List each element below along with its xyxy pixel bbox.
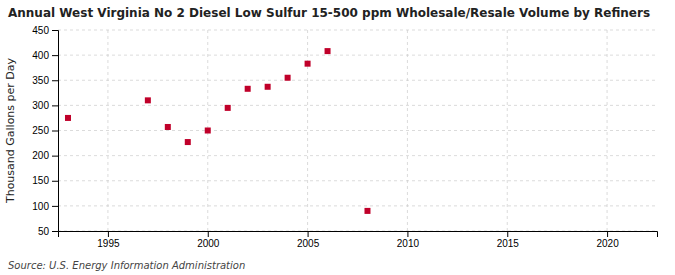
y-axis-title: Thousand Gallons per Day bbox=[4, 57, 17, 204]
x-tick: 1995 bbox=[97, 231, 120, 249]
x-tick-label: 2010 bbox=[397, 238, 420, 249]
y-grid-line bbox=[58, 180, 657, 181]
plot: 1995 2000 2005 2010 2015 2020 50 100 150 200 250 30… bbox=[32, 25, 657, 249]
y-tick-label: 350 bbox=[32, 75, 49, 86]
point bbox=[325, 48, 331, 54]
y-grid-line bbox=[58, 30, 657, 31]
y-tick-mark bbox=[52, 55, 58, 56]
y-tick-mark bbox=[52, 181, 58, 182]
y-tick-mark bbox=[52, 231, 58, 232]
y-tick-label: 150 bbox=[32, 175, 49, 186]
chart: 1995 2000 2005 2010 2015 2020 50 100 150 200 250 30… bbox=[0, 0, 675, 275]
x-tick: 2000 bbox=[197, 231, 220, 249]
y-grid-line bbox=[58, 130, 657, 131]
point bbox=[265, 84, 271, 90]
x-axis: 1995 2000 2005 2010 2015 2020 bbox=[59, 231, 658, 249]
points bbox=[65, 48, 371, 214]
x-tick-mark bbox=[208, 231, 209, 237]
x-tick-label: 2020 bbox=[596, 238, 619, 249]
y-tick-mark bbox=[52, 30, 58, 31]
x-tick-label: 2015 bbox=[497, 238, 520, 249]
y-grid-line bbox=[58, 55, 657, 56]
y-tick: 300 bbox=[32, 100, 58, 111]
y-tick: 100 bbox=[32, 201, 58, 212]
x-tick-mark bbox=[407, 231, 408, 237]
y-axis: 50 100 150 200 250 300 350 400 450 bbox=[32, 25, 58, 237]
x-grid-line bbox=[307, 30, 308, 231]
y-tick: 150 bbox=[32, 175, 58, 186]
y-tick-mark bbox=[52, 131, 58, 132]
x-tick: 2010 bbox=[397, 231, 420, 249]
y-tick-label: 100 bbox=[32, 201, 49, 212]
y-tick-mark bbox=[52, 80, 58, 81]
y-axis-line bbox=[52, 31, 59, 232]
x-axis-line bbox=[59, 232, 658, 238]
y-tick-mark bbox=[52, 206, 58, 207]
y-grid-line bbox=[58, 205, 657, 206]
source-note: Source: U.S. Energy Information Administ… bbox=[8, 260, 245, 271]
x-tick: 2005 bbox=[297, 231, 320, 249]
point bbox=[285, 75, 291, 81]
point bbox=[145, 97, 151, 103]
point bbox=[305, 61, 311, 67]
x-tick-mark bbox=[607, 231, 608, 237]
y-tick-label: 50 bbox=[38, 226, 50, 237]
title: Annual West Virginia No 2 Diesel Low Sul… bbox=[8, 6, 650, 20]
y-tick-label: 200 bbox=[32, 150, 49, 161]
x-tick: 2015 bbox=[497, 231, 520, 249]
x-tick-mark bbox=[108, 231, 109, 237]
y-tick: 350 bbox=[32, 75, 58, 86]
x-tick-mark bbox=[308, 231, 309, 237]
x-tick-label: 1995 bbox=[97, 238, 120, 249]
y-tick-mark bbox=[52, 105, 58, 106]
point bbox=[225, 105, 231, 111]
point bbox=[65, 115, 71, 121]
point bbox=[205, 128, 211, 134]
point bbox=[245, 86, 251, 92]
y-tick: 400 bbox=[32, 50, 58, 61]
point bbox=[364, 208, 370, 214]
y-tick: 50 bbox=[38, 226, 58, 237]
y-tick: 450 bbox=[32, 25, 58, 36]
point bbox=[185, 139, 191, 145]
y-tick-label: 300 bbox=[32, 100, 49, 111]
x-tick-label: 2000 bbox=[197, 238, 220, 249]
grid bbox=[58, 30, 657, 231]
chart-container: 1995 2000 2005 2010 2015 2020 50 100 150 200 250 30… bbox=[0, 0, 675, 275]
y-grid-line bbox=[58, 155, 657, 156]
x-tick: 2020 bbox=[596, 231, 619, 249]
point bbox=[165, 124, 171, 130]
y-grid-line bbox=[58, 80, 657, 81]
x-tick-mark bbox=[507, 231, 508, 237]
x-grid-line bbox=[507, 30, 508, 231]
y-tick-label: 450 bbox=[32, 25, 49, 36]
y-tick-mark bbox=[52, 156, 58, 157]
y-tick-label: 250 bbox=[32, 125, 49, 136]
y-grid-line bbox=[58, 105, 657, 106]
y-tick: 200 bbox=[32, 150, 58, 161]
y-tick: 250 bbox=[32, 125, 58, 136]
y-tick-label: 400 bbox=[32, 50, 49, 61]
x-tick-label: 2005 bbox=[297, 238, 320, 249]
